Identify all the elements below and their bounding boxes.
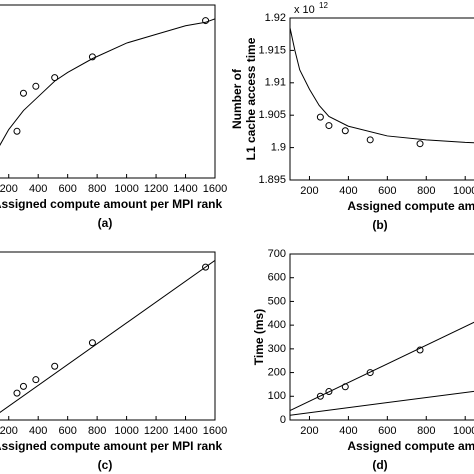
data-point xyxy=(416,140,424,148)
x-axis-label: Assigned compute amount per MPI rank xyxy=(0,439,223,453)
x-tick-label: 800 xyxy=(88,425,106,437)
x-axis-label: Assigned compute amount per MPI rank xyxy=(347,199,474,213)
plot-frame xyxy=(0,251,216,421)
x-tick-label: 1600 xyxy=(203,425,227,437)
x-tick-label: 800 xyxy=(417,425,435,437)
data-point xyxy=(202,17,210,25)
y-tick-label: 400 xyxy=(268,319,286,331)
exponent: 12 xyxy=(319,1,328,10)
y-tick-label: 100 xyxy=(268,390,286,402)
y-axis-label: Time (ms) xyxy=(252,309,266,365)
x-tick-label: 1200 xyxy=(144,425,168,437)
data-point xyxy=(32,82,40,90)
fit-line xyxy=(290,390,474,416)
data-point xyxy=(366,369,374,377)
panel-label: (d) xyxy=(372,458,387,472)
data-point xyxy=(51,362,59,370)
x-tick-label: 200 xyxy=(300,185,318,197)
plot-frame xyxy=(0,4,216,179)
plot-area xyxy=(0,17,215,146)
data-point xyxy=(88,53,96,61)
plot-frame xyxy=(289,17,474,181)
x-tick-label: 200 xyxy=(300,425,318,437)
x-tick-label: 1400 xyxy=(173,425,197,437)
x-tick-label: 600 xyxy=(378,425,396,437)
y-axis-label: L1 cache access time xyxy=(244,37,258,160)
y-tick-label: 700 xyxy=(268,248,286,260)
y-tick-label: 600 xyxy=(268,272,286,284)
y-tick-label: 1.905 xyxy=(258,109,286,121)
fit-line xyxy=(290,321,474,411)
x-tick-label: 1200 xyxy=(144,183,168,195)
x-axis-label: Assigned compute amount per MPI rank xyxy=(0,197,223,211)
exponent-base: x 10 xyxy=(294,4,315,16)
exponent-base: x 10 xyxy=(4,0,25,3)
x-axis-label: Assigned compute amount per MPI rank xyxy=(347,439,474,453)
y-tick-label: 0 xyxy=(280,414,286,426)
data-point xyxy=(32,376,40,384)
plot-frame xyxy=(289,253,474,421)
x-tick-label: 400 xyxy=(29,425,47,437)
plot-area xyxy=(0,259,215,414)
data-point xyxy=(202,263,210,271)
x-tick-label: 200 xyxy=(0,183,18,195)
y-tick-label: 200 xyxy=(268,366,286,378)
data-point xyxy=(19,382,27,390)
panel-label: (a) xyxy=(98,216,113,230)
data-point xyxy=(416,346,424,354)
y-axis-label: Number of xyxy=(230,68,244,129)
y-tick-label: 1.92 xyxy=(265,12,286,24)
y-tick-label: 1.895 xyxy=(258,174,286,186)
data-point xyxy=(88,339,96,347)
data-point xyxy=(325,388,333,396)
x-tick-label: 1000 xyxy=(114,183,138,195)
data-point xyxy=(341,383,349,391)
fit-curve xyxy=(290,27,474,144)
fit-curve xyxy=(0,259,215,414)
x-tick-label: 400 xyxy=(339,425,357,437)
data-point xyxy=(316,392,324,400)
x-tick-label: 1400 xyxy=(173,183,197,195)
y-tick-label: 500 xyxy=(268,295,286,307)
data-point xyxy=(13,389,21,397)
y-tick-label: 1.915 xyxy=(258,44,286,56)
data-point xyxy=(13,127,21,135)
data-point xyxy=(51,74,59,82)
x-tick-label: 800 xyxy=(417,185,435,197)
y-tick-label: 1.9 xyxy=(271,142,286,154)
y-tick-label: 300 xyxy=(268,343,286,355)
x-tick-label: 200 xyxy=(0,425,18,437)
x-tick-label: 1000 xyxy=(114,425,138,437)
x-tick-label: 1000 xyxy=(453,185,474,197)
plot-area xyxy=(290,321,474,416)
panel-label: (c) xyxy=(98,458,113,472)
data-point xyxy=(325,122,333,130)
x-tick-label: 600 xyxy=(378,185,396,197)
plot-area xyxy=(290,27,474,148)
fit-curve xyxy=(0,18,215,146)
panel-label: (b) xyxy=(372,218,387,232)
x-tick-label: 600 xyxy=(58,425,76,437)
x-tick-label: 800 xyxy=(88,183,106,195)
data-point xyxy=(316,113,324,121)
x-tick-label: 1000 xyxy=(453,425,474,437)
x-tick-label: 600 xyxy=(58,183,76,195)
data-point xyxy=(366,136,374,144)
data-point xyxy=(341,127,349,135)
x-tick-label: 400 xyxy=(29,183,47,195)
data-point xyxy=(19,89,27,97)
x-tick-label: 400 xyxy=(339,185,357,197)
x-tick-label: 1600 xyxy=(203,183,227,195)
y-tick-label: 1.91 xyxy=(265,77,286,89)
